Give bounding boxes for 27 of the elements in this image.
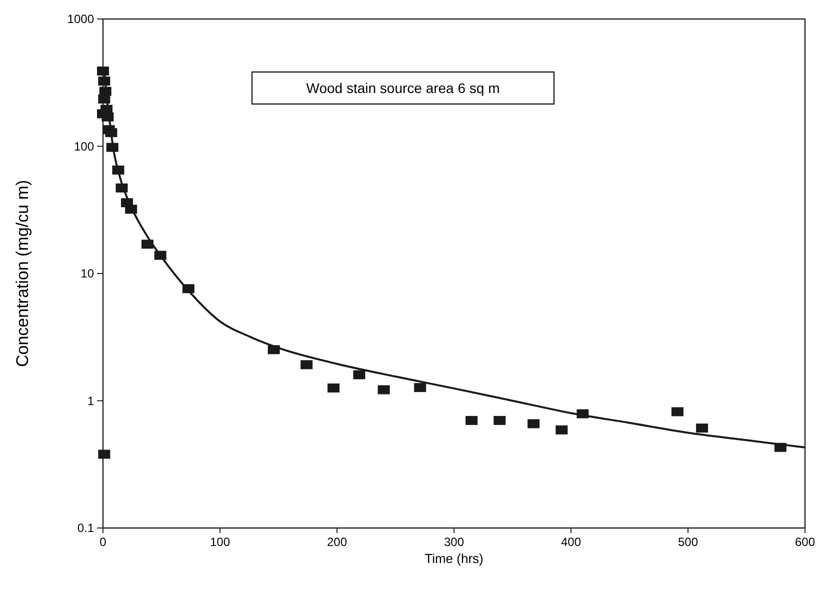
point xyxy=(528,419,540,428)
point xyxy=(98,450,110,459)
x-tick-label: 500 xyxy=(678,535,698,549)
x-tick-label: 600 xyxy=(794,535,816,549)
x-tick-label: 300 xyxy=(444,535,464,549)
point xyxy=(378,385,390,394)
y-tick-label: 100 xyxy=(74,139,94,154)
point xyxy=(327,383,340,392)
point xyxy=(466,416,478,425)
y-tick-label: 1 xyxy=(87,394,94,408)
point xyxy=(414,383,426,392)
y-axis-title: Concentration (mg/cu m) xyxy=(13,180,32,368)
x-axis-title: Time (hrs) xyxy=(424,551,484,566)
x-tick-label: 0 xyxy=(100,535,107,549)
x-tick-label: 100 xyxy=(210,535,230,549)
point xyxy=(300,360,313,370)
annotation: Wood stain source area 6 sq m xyxy=(306,80,500,96)
y-tick-label: 10 xyxy=(80,266,94,280)
point xyxy=(556,425,568,434)
x-tick-label: 200 xyxy=(326,535,348,549)
x-tick-label: 400 xyxy=(560,535,582,549)
point xyxy=(696,424,708,433)
point xyxy=(494,416,506,425)
y-tick-label: 0.1 xyxy=(77,521,94,535)
y-tick-label: 1000 xyxy=(67,12,94,26)
point xyxy=(671,407,684,416)
point xyxy=(353,370,366,380)
